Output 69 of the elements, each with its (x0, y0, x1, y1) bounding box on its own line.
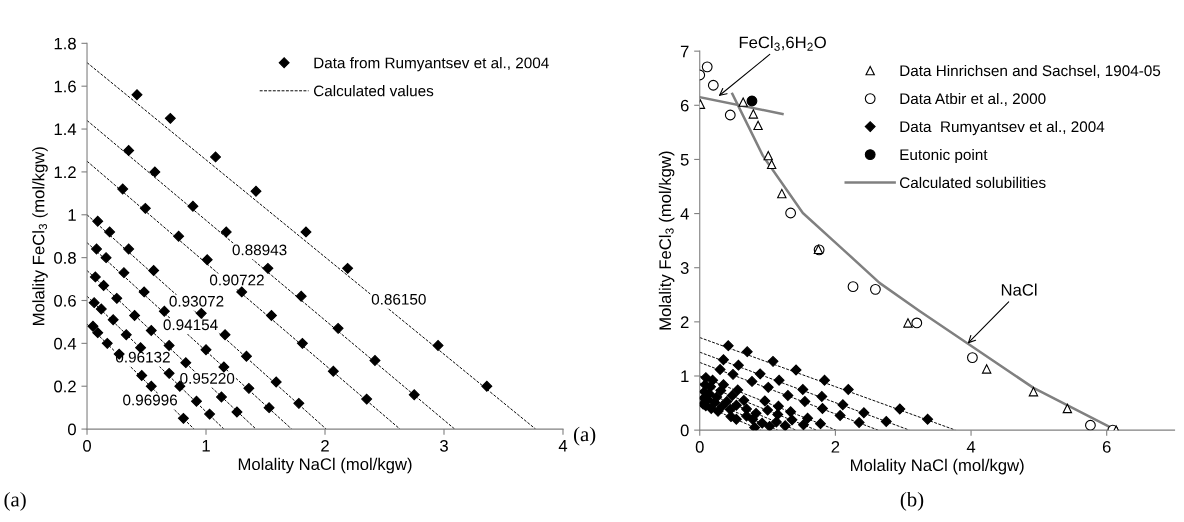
x-tick-label: 0 (83, 439, 92, 452)
x-tick-label: 3 (440, 439, 448, 452)
point (903, 318, 913, 328)
y-tick-label: 0 (67, 423, 76, 436)
point (1085, 419, 1096, 431)
point (748, 109, 759, 119)
x-tick-label: 6 (1102, 440, 1111, 453)
legend-label: Data from Rumyantsev et al., 2004 (314, 57, 549, 72)
y-tick-label: 0 (680, 424, 689, 437)
point (785, 207, 797, 219)
annotation: 0.86150 (371, 293, 426, 305)
point (981, 364, 992, 374)
point (753, 120, 763, 131)
y-axis-title: Molality FeCl$_{3}$ (mol/kgw) (658, 151, 675, 330)
legend-label: Eutonic point (900, 148, 988, 164)
annotation: 0.90722 (209, 274, 264, 286)
point (746, 95, 758, 107)
text: (b) (900, 491, 924, 511)
y-tick-label: 1 (68, 209, 76, 221)
x-tick-label: 4 (966, 441, 976, 453)
point (869, 283, 881, 295)
y-tick-label: 6 (680, 99, 689, 112)
legend-label: Calculated solubilities (899, 176, 1046, 189)
y-tick-label: 1.8 (54, 37, 76, 50)
y-tick-label: 1.6 (54, 80, 76, 93)
text: (a) (4, 491, 26, 511)
legend-label: Data Hinrichsen and Sachsel, 1904-05 (900, 64, 1161, 78)
x-tick-label: 1 (202, 440, 210, 452)
point (911, 317, 923, 329)
annotation: FeCl$_{3}$,6H$_{2}$O (739, 36, 826, 51)
x-tick-label: 2 (831, 440, 840, 453)
point (1028, 386, 1039, 397)
y-tick-label: 0.6 (54, 294, 76, 307)
point (766, 159, 777, 170)
annotation: 0.96996 (123, 394, 178, 406)
y-tick-label: 0.8 (54, 252, 76, 264)
point (701, 61, 713, 73)
point (847, 281, 859, 293)
y-tick-label: 7 (680, 45, 689, 58)
point (1062, 403, 1073, 414)
annotation: NaCl (1001, 283, 1037, 296)
y-tick-label: 3 (680, 262, 689, 274)
x-tick-label: 4 (558, 440, 568, 452)
y-tick-label: 1.4 (54, 123, 77, 136)
y-tick-label: 2 (680, 316, 689, 328)
x-axis-title: Molality NaCl (mol/kgw) (238, 457, 412, 474)
x-axis-title: Molality NaCl (mol/kgw) (850, 458, 1024, 475)
legend-label: Data Atbir et al., 2000 (900, 92, 1046, 106)
legend-label: Calculated values (313, 85, 434, 97)
y-tick-label: 1.2 (54, 166, 76, 178)
y-tick-label: 0.2 (54, 380, 76, 393)
y-tick-label: 0.4 (54, 337, 77, 350)
y-axis-title: Molality FeCl$_{3}$ (mol/kgw) (32, 147, 48, 325)
legend-label: Data Rumyantsev et al., 2004 (900, 120, 1105, 136)
point (724, 109, 736, 121)
y-tick-label: 5 (680, 154, 689, 166)
point (966, 352, 978, 363)
x-tick-label: 2 (321, 439, 329, 452)
annotation: 0.94154 (163, 319, 218, 331)
point (707, 79, 719, 91)
annotation: 0.88943 (232, 244, 287, 256)
text: (a) (573, 426, 596, 446)
y-tick-label: 1 (681, 370, 689, 383)
y-tick-label: 4 (680, 208, 689, 220)
point (777, 188, 787, 199)
annotation: 0.93072 (169, 295, 224, 307)
point (738, 97, 748, 107)
x-tick-label: 0 (695, 440, 704, 453)
annotation: 0.95220 (180, 372, 235, 384)
